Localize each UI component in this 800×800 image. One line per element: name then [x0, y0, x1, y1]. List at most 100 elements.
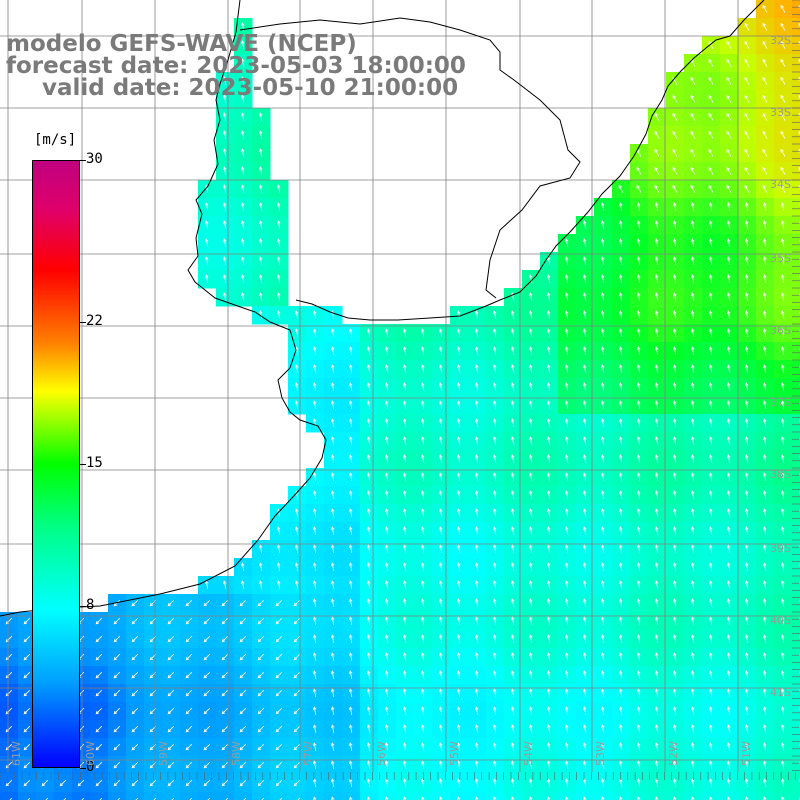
wind-arrow: [510, 652, 515, 661]
wind-arrow: [330, 580, 335, 589]
wind-arrow: [600, 778, 605, 787]
wind-arrow: [672, 706, 677, 715]
wind-arrow: [690, 472, 695, 481]
wind-arrow: [221, 743, 229, 751]
wind-arrow: [546, 490, 551, 499]
wind-arrow: [185, 779, 193, 787]
wind-arrow: [708, 184, 714, 193]
wind-arrow: [402, 436, 407, 445]
wind-arrow: [726, 598, 731, 607]
wind-arrow: [582, 544, 587, 553]
wind-arrow: [762, 544, 767, 553]
wind-arrow: [384, 544, 389, 553]
wind-arrow: [672, 580, 677, 589]
wind-arrow: [600, 760, 605, 769]
wind-arrow: [420, 436, 425, 445]
colorbar-unit: [m/s]: [34, 132, 77, 148]
wind-arrow: [492, 436, 497, 445]
wind-arrow: [708, 508, 713, 517]
wind-arrow: [708, 652, 713, 661]
wind-arrow: [438, 724, 443, 733]
wind-arrow: [672, 724, 677, 733]
longitude-label: 53W: [594, 741, 607, 766]
wind-arrow: [221, 599, 229, 607]
wind-arrow: [420, 724, 425, 733]
wind-arrow: [225, 797, 229, 800]
wind-arrow: [726, 40, 732, 49]
wind-arrow: [420, 670, 425, 679]
wind-arrow: [276, 202, 281, 211]
wind-arrow: [600, 220, 605, 229]
wind-arrow: [348, 688, 353, 697]
wind-arrow: [762, 616, 767, 625]
wind-arrow: [546, 454, 551, 463]
wind-arrow: [402, 562, 407, 571]
wind-arrow: [600, 472, 605, 481]
wind-arrow: [654, 616, 659, 625]
wind-arrow: [744, 166, 750, 175]
wind-arrow: [564, 544, 569, 553]
wind-arrow: [222, 274, 227, 283]
wind-arrow: [438, 778, 443, 787]
wind-arrow: [546, 382, 551, 391]
wind-arrow: [258, 562, 263, 571]
wind-arrow: [239, 635, 247, 643]
wind-arrow: [402, 508, 407, 517]
wind-arrow: [618, 346, 623, 355]
wind-arrow: [582, 364, 587, 373]
wind-arrow: [600, 562, 605, 571]
wind-speed-cell: [180, 792, 199, 800]
colorbar-tick-mark: [80, 605, 86, 607]
wind-speed-cell: [792, 144, 800, 163]
wind-arrow: [546, 706, 551, 715]
wind-speed-cell: [648, 792, 667, 800]
wind-arrow: [564, 670, 569, 679]
wind-arrow: [438, 742, 443, 751]
wind-arrow: [654, 724, 659, 733]
wind-arrow: [330, 706, 335, 715]
wind-arrow: [261, 797, 265, 800]
wind-arrow: [456, 454, 461, 463]
wind-arrow: [221, 707, 229, 715]
wind-speed-cell: [468, 792, 487, 800]
wind-arrow: [546, 526, 551, 535]
wind-arrow: [726, 778, 731, 787]
wind-arrow: [257, 689, 265, 697]
wind-arrow: [528, 724, 533, 733]
wind-arrow: [330, 418, 335, 427]
wind-arrow: [257, 635, 265, 643]
wind-arrow: [636, 616, 641, 625]
wind-arrow: [762, 346, 767, 355]
wind-arrow: [744, 544, 749, 553]
wind-arrow: [744, 112, 750, 121]
wind-arrow: [618, 490, 623, 499]
wind-arrow: [582, 400, 587, 409]
wind-arrow: [113, 743, 121, 751]
wind-arrow: [207, 797, 211, 800]
wind-arrow: [690, 544, 695, 553]
wind-arrow: [240, 130, 245, 139]
wind-arrow: [474, 472, 479, 481]
wind-arrow: [672, 490, 677, 499]
wind-arrow: [95, 707, 103, 715]
wind-arrow: [221, 617, 229, 625]
wind-arrow: [618, 328, 623, 337]
wind-arrow: [780, 4, 786, 13]
wind-arrow: [726, 364, 731, 373]
wind-arrow: [636, 202, 641, 211]
wind-arrow: [330, 724, 335, 733]
wind-arrow: [131, 635, 139, 643]
wind-arrow: [510, 346, 515, 355]
wind-arrow: [672, 184, 678, 193]
wind-arrow: [366, 508, 371, 517]
wind-arrow: [222, 202, 227, 211]
wind-arrow: [672, 508, 677, 517]
wind-speed-cell: [684, 792, 703, 800]
wind-arrow: [203, 653, 211, 661]
wind-arrow: [762, 490, 767, 499]
wind-arrow: [690, 688, 695, 697]
wind-arrow: [726, 688, 731, 697]
wind-arrow: [744, 724, 749, 733]
wind-arrow: [780, 274, 785, 283]
wind-arrow: [762, 382, 767, 391]
